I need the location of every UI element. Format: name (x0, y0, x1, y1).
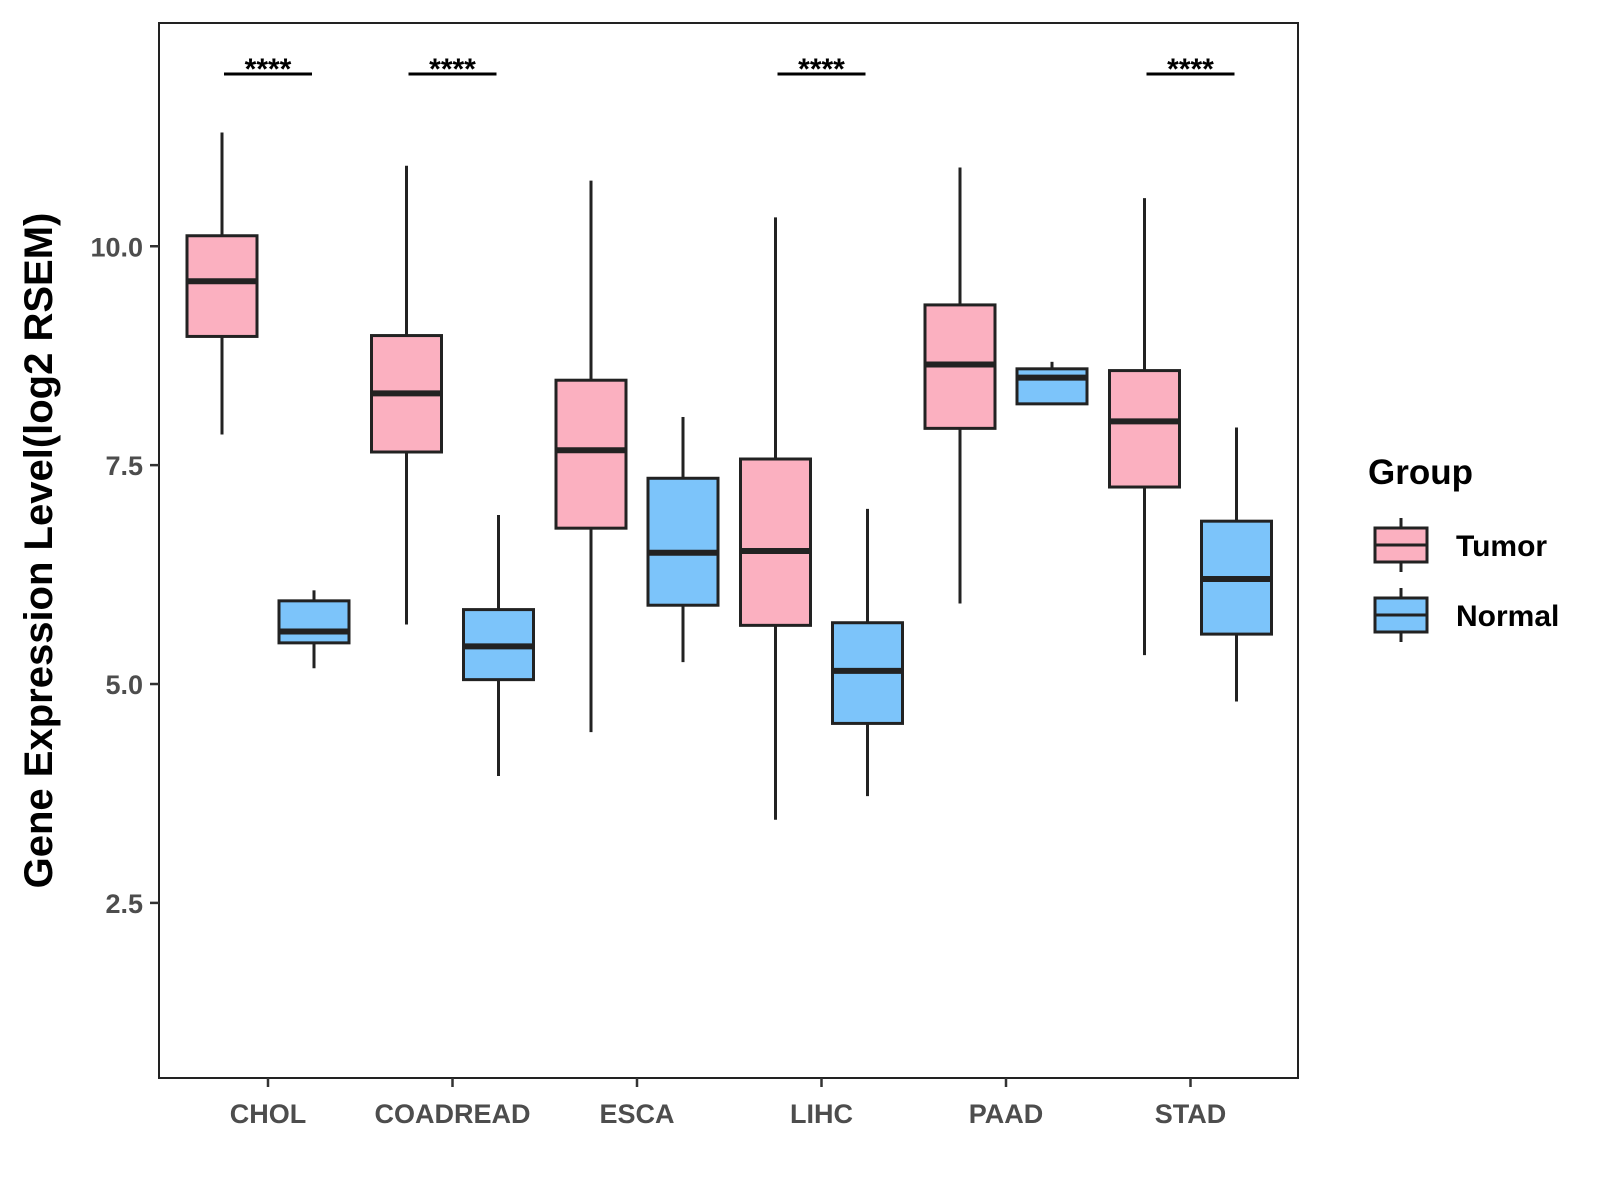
significance-label: **** (798, 53, 845, 86)
significance-lihc: **** (777, 53, 866, 86)
x-tick-label-coadread: COADREAD (374, 1099, 530, 1129)
plot-area: **** **** **** **** (185, 53, 1273, 820)
x-tick-label-stad: STAD (1155, 1099, 1227, 1129)
x-tick-label-chol: CHOL (230, 1099, 307, 1129)
legend-label-normal: Normal (1456, 600, 1559, 633)
box-tumor-coadread (370, 165, 443, 625)
box-iqr (554, 378, 628, 530)
box-tumor-stad (1108, 198, 1181, 656)
y-axis-title: Gene Expression Level(log2 RSEM) (17, 213, 61, 889)
box-normal-paad (1015, 361, 1089, 406)
y-tick-label: 2.5 (105, 889, 143, 919)
box-tumor-chol (185, 132, 259, 435)
box-iqr (1108, 369, 1181, 489)
legend: Group Tumor Normal (1368, 453, 1559, 642)
box-tumor-lihc (739, 217, 812, 820)
y-tick-label: 10.0 (90, 232, 143, 262)
legend-title: Group (1368, 453, 1473, 492)
box-iqr (1015, 367, 1089, 406)
significance-chol: **** (224, 53, 312, 86)
significance-label: **** (245, 53, 292, 86)
box-iqr (646, 476, 720, 607)
significance-label: **** (1167, 53, 1214, 86)
significance-label: **** (429, 53, 476, 86)
box-normal-chol (277, 590, 351, 669)
significance-stad: **** (1146, 53, 1235, 86)
box-iqr (185, 234, 259, 338)
legend-entry-tumor: Tumor (1373, 518, 1547, 572)
box-normal-coadread (462, 515, 535, 776)
x-tick-label-paad: PAAD (969, 1099, 1044, 1129)
y-tick-label: 5.0 (105, 670, 143, 700)
y-tick-label: 7.5 (105, 451, 143, 481)
panel-border (158, 22, 1299, 1079)
box-tumor-esca (554, 180, 628, 733)
axes: 2.5 5.0 7.5 10.0 CHOL COADREAD ESCA LIHC PAAD STA… (90, 22, 1299, 1129)
x-tick-label-lihc: LIHC (790, 1099, 853, 1129)
box-normal-stad (1200, 427, 1273, 702)
legend-entry-normal: Normal (1373, 588, 1559, 642)
significance-coadread: **** (408, 53, 497, 86)
box-normal-lihc (831, 508, 904, 797)
box-normal-esca (646, 416, 720, 663)
box-iqr (739, 457, 812, 627)
box-tumor-paad (923, 167, 997, 604)
x-tick-label-esca: ESCA (599, 1099, 674, 1129)
legend-label-tumor: Tumor (1456, 530, 1547, 563)
box-iqr (277, 599, 351, 645)
